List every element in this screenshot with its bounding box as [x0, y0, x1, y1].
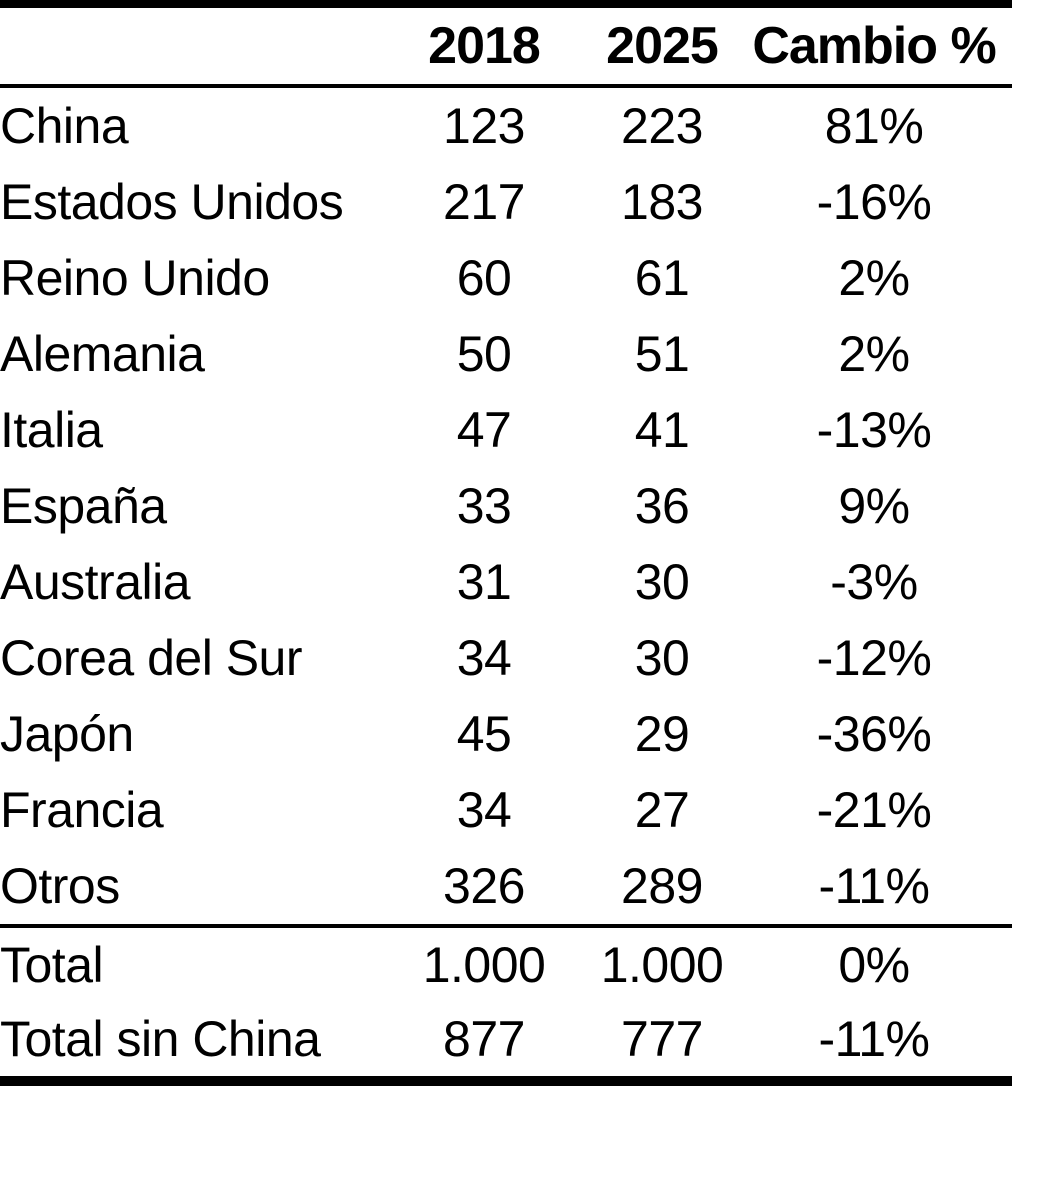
value-2025: 30 [634, 554, 690, 610]
row-label: Total [0, 937, 104, 993]
table-row: China 123 223 81% [0, 86, 1012, 164]
value-2018: 60 [456, 250, 512, 306]
value-2025: 289 [621, 858, 703, 914]
value-change: 2% [838, 250, 910, 306]
value-2018: 45 [456, 706, 512, 762]
row-label: Italia [0, 402, 103, 458]
row-label: Australia [0, 554, 191, 610]
row-label: Corea del Sur [0, 630, 303, 686]
value-2025: 777 [621, 1011, 703, 1067]
value-2018: 1.000 [422, 937, 546, 993]
table-row: España 33 36 9% [0, 468, 1012, 544]
value-change: -3% [830, 554, 918, 610]
value-2018: 50 [456, 326, 512, 382]
table-row: Otros 326 289 -11% [0, 848, 1012, 926]
row-label: Total sin China [0, 1011, 321, 1067]
value-2025: 27 [634, 782, 690, 838]
value-2025: 223 [621, 98, 703, 154]
value-2025: 61 [634, 250, 690, 306]
value-change: 81% [824, 98, 924, 154]
header-cambio-pct: Cambio % [752, 17, 996, 75]
row-label: Japón [0, 706, 134, 762]
value-change: -12% [816, 630, 932, 686]
row-label: Estados Unidos [0, 174, 344, 230]
value-change: -11% [818, 1011, 930, 1067]
row-label: Otros [0, 858, 120, 914]
value-change: 0% [838, 937, 910, 993]
value-change: -11% [818, 858, 930, 914]
table-row: Francia 34 27 -21% [0, 772, 1012, 848]
value-2018: 123 [443, 98, 525, 154]
value-2018: 34 [456, 630, 512, 686]
value-2025: 51 [634, 326, 690, 382]
country-rows: China 123 223 81% Estados Unidos 217 183… [0, 86, 1012, 926]
value-2025: 30 [634, 630, 690, 686]
value-2025: 29 [634, 706, 690, 762]
value-2025: 41 [634, 402, 690, 458]
value-change: -36% [816, 706, 932, 762]
value-change: -13% [816, 402, 932, 458]
value-change: 9% [838, 478, 910, 534]
row-label: España [0, 478, 167, 534]
value-2018: 877 [443, 1011, 525, 1067]
value-2018: 33 [456, 478, 512, 534]
value-2018: 47 [456, 402, 512, 458]
table-row: Australia 31 30 -3% [0, 544, 1012, 620]
row-label: Alemania [0, 326, 205, 382]
header-blank [0, 4, 380, 86]
value-change: -21% [816, 782, 932, 838]
header-2025: 2025 [606, 17, 719, 75]
value-2018: 326 [443, 858, 525, 914]
totals-rows: Total 1.000 1.000 0% Total sin China 877… [0, 926, 1012, 1081]
value-2018: 217 [443, 174, 525, 230]
table-row: Estados Unidos 217 183 -16% [0, 164, 1012, 240]
table-row: Japón 45 29 -36% [0, 696, 1012, 772]
table-row: Total sin China 877 777 -11% [0, 1002, 1012, 1081]
value-change: -16% [816, 174, 932, 230]
value-2018: 34 [456, 782, 512, 838]
row-label: China [0, 98, 129, 154]
table-row: Corea del Sur 34 30 -12% [0, 620, 1012, 696]
row-label: Francia [0, 782, 164, 838]
table-row: Total 1.000 1.000 0% [0, 926, 1012, 1002]
country-change-table: 2018 2025 Cambio % China 123 223 81% Est… [0, 0, 1012, 1086]
value-2025: 183 [621, 174, 703, 230]
header-2018: 2018 [428, 17, 541, 75]
header-row: 2018 2025 Cambio % [0, 4, 1012, 86]
row-label: Reino Unido [0, 250, 270, 306]
table-row: Reino Unido 60 61 2% [0, 240, 1012, 316]
table-row: Alemania 50 51 2% [0, 316, 1012, 392]
value-2018: 31 [456, 554, 512, 610]
table-row: Italia 47 41 -13% [0, 392, 1012, 468]
value-2025: 36 [634, 478, 690, 534]
value-change: 2% [838, 326, 910, 382]
value-2025: 1.000 [600, 937, 724, 993]
